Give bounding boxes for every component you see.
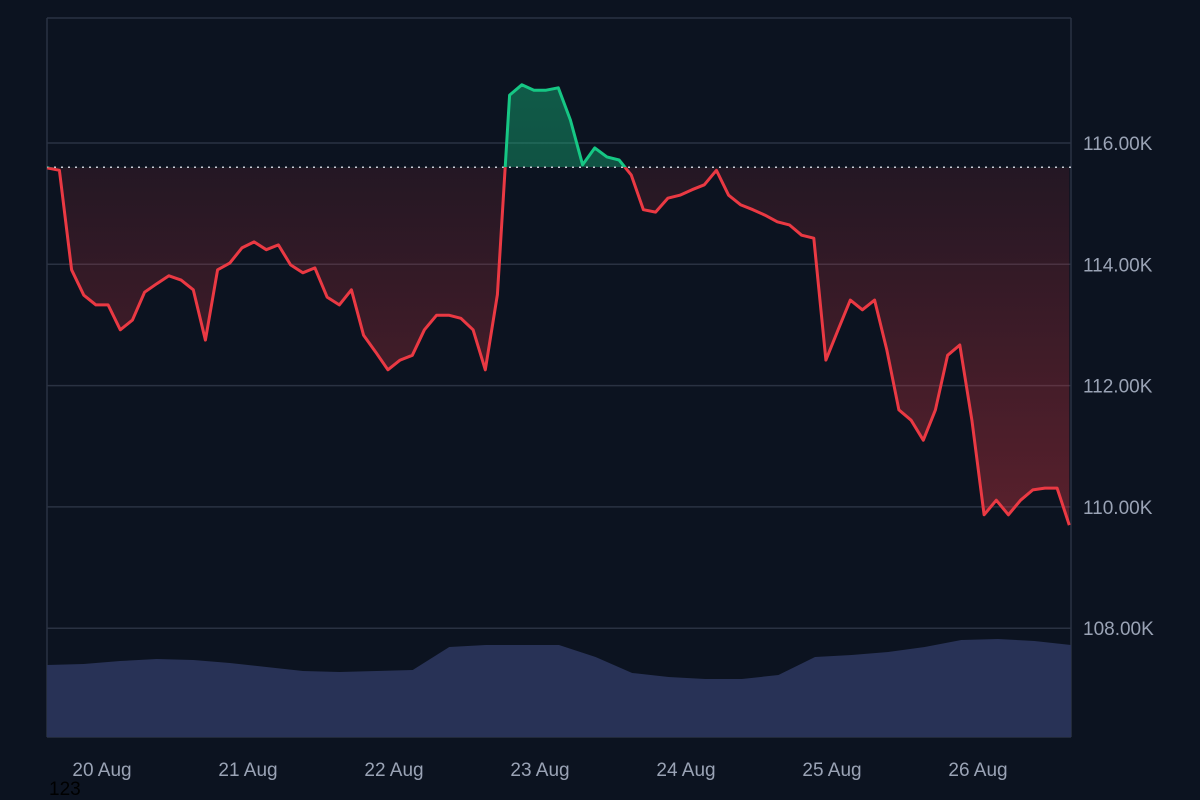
price-line-down — [47, 167, 1071, 526]
x-tick-label: 23 Aug — [510, 760, 569, 781]
price-area-up — [505, 84, 625, 168]
corner-label: 123 — [49, 779, 81, 800]
x-tick-label: 25 Aug — [802, 760, 861, 781]
x-tick-label: 20 Aug — [72, 760, 131, 781]
y-tick-label: 108.00K — [1083, 619, 1154, 640]
x-tick-label: 26 Aug — [948, 760, 1007, 781]
x-tick-label: 24 Aug — [656, 760, 715, 781]
y-tick-label: 112.00K — [1083, 377, 1153, 398]
volume-area — [47, 639, 1071, 737]
y-tick-label: 116.00K — [1083, 134, 1153, 155]
price-line-up — [47, 83, 627, 168]
x-tick-label: 21 Aug — [218, 760, 277, 781]
price-area-down — [47, 167, 1070, 526]
x-tick-label: 22 Aug — [364, 760, 423, 781]
y-tick-label: 114.00K — [1083, 255, 1153, 276]
y-tick-label: 110.00K — [1083, 498, 1153, 519]
